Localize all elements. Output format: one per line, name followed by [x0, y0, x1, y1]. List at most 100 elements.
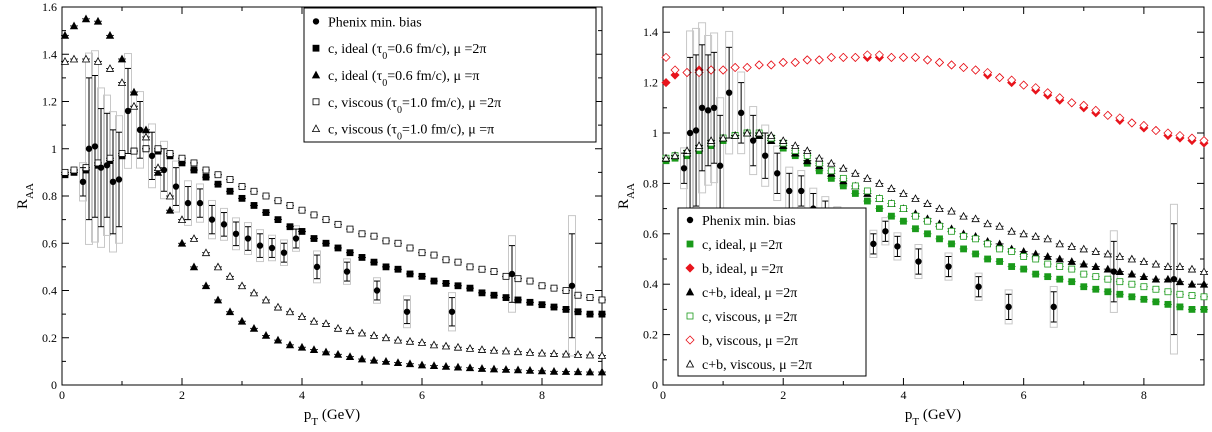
data-point	[1067, 98, 1077, 108]
data-point	[958, 62, 969, 73]
systematic-boxes	[680, 22, 1178, 355]
data-point	[996, 258, 1004, 265]
data-point	[142, 145, 150, 153]
data-point	[948, 240, 955, 248]
data-point	[97, 164, 105, 171]
data-point	[418, 272, 426, 280]
data-point	[394, 265, 402, 273]
data-point	[1103, 110, 1113, 120]
data-point	[1067, 257, 1076, 265]
data-point	[1043, 88, 1053, 98]
data-point	[1056, 275, 1064, 283]
data-point	[309, 316, 319, 325]
data-point	[501, 346, 511, 355]
data-point	[165, 205, 175, 214]
data-point	[1128, 280, 1136, 288]
systematic-box	[313, 250, 321, 284]
y-tick-label: 1.4	[643, 25, 658, 39]
data-point	[1115, 267, 1125, 276]
data-point	[1067, 242, 1076, 250]
data-point	[899, 189, 908, 197]
data-point	[525, 366, 535, 374]
data-point	[1043, 252, 1052, 260]
legend-entry: c+b, viscous, μ =2π	[702, 358, 812, 373]
data-point	[81, 14, 91, 23]
data-point	[1164, 288, 1172, 296]
data-point	[827, 158, 836, 167]
data-point	[694, 141, 704, 150]
data-point	[285, 307, 295, 316]
data-point	[1007, 226, 1016, 235]
data-point	[1079, 244, 1088, 253]
data-point	[273, 302, 283, 311]
x-axis-title: pT (GeV)	[905, 407, 961, 428]
right-panel: pT (GeV) RAA 0 2 4 6 8 0 0.2 0.4 0.6 0.8 1 1.2 1.4 Ph…	[616, 6, 1209, 428]
data-point	[948, 227, 955, 235]
data-point	[586, 294, 594, 301]
systematic-box	[704, 34, 713, 186]
data-point	[249, 288, 259, 297]
systematic-box	[208, 199, 216, 240]
data-point	[888, 212, 895, 220]
data-point	[1050, 303, 1057, 311]
data-point	[1055, 239, 1064, 248]
data-point	[85, 145, 93, 152]
data-point	[478, 265, 486, 273]
legend-marker	[311, 124, 321, 133]
systematic-box	[343, 258, 351, 285]
data-point	[453, 362, 463, 371]
data-point	[851, 182, 859, 190]
data-point	[286, 223, 294, 231]
data-point	[791, 141, 800, 150]
data-point	[273, 335, 283, 344]
data-point	[730, 62, 740, 73]
data-point	[1104, 275, 1112, 283]
data-point	[1110, 268, 1118, 275]
data-point	[274, 197, 282, 205]
data-point	[984, 255, 991, 263]
data-point	[1152, 298, 1160, 306]
data-point	[226, 187, 234, 195]
data-point	[417, 338, 427, 346]
y-tick-label: 0.2	[42, 331, 57, 345]
data-point	[442, 256, 450, 264]
data-point	[975, 283, 982, 290]
y-axis-title: RAA	[616, 183, 637, 209]
data-point	[537, 348, 547, 357]
x-tick-label: 8	[539, 388, 545, 402]
data-point	[406, 244, 414, 252]
data-point	[292, 235, 300, 242]
data-point	[346, 225, 354, 233]
data-point	[201, 281, 211, 290]
data-point	[1187, 264, 1197, 273]
systematic-box	[698, 22, 707, 194]
y-tick-label: 1.4	[42, 47, 57, 61]
data-point	[196, 199, 204, 207]
data-point	[1127, 118, 1137, 128]
data-point	[1092, 285, 1100, 293]
data-point	[915, 258, 922, 265]
data-point	[370, 232, 378, 240]
legend-marker	[311, 70, 321, 79]
systematic-box	[196, 183, 204, 223]
systematic-box	[974, 272, 983, 301]
data-point	[960, 245, 967, 253]
data-point	[574, 291, 582, 299]
data-point	[153, 163, 163, 172]
data-point	[888, 200, 895, 207]
data-point	[238, 194, 246, 202]
data-point	[166, 150, 174, 157]
data-point	[357, 328, 367, 337]
data-point	[237, 316, 247, 325]
data-point	[585, 350, 595, 359]
data-point	[1007, 75, 1017, 85]
data-point	[562, 287, 570, 294]
data-point	[718, 133, 728, 142]
data-point	[850, 52, 860, 62]
data-point	[573, 350, 583, 358]
data-point	[106, 154, 114, 162]
data-point	[598, 296, 606, 304]
data-point	[995, 221, 1004, 230]
data-point	[184, 199, 192, 207]
data-point	[346, 249, 354, 257]
